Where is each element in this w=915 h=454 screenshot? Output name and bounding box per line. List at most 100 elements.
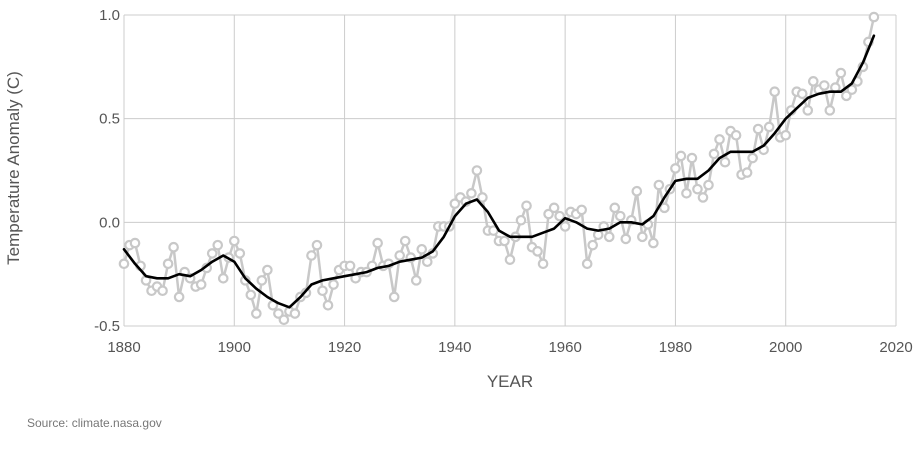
y-tick-label: -0.5: [94, 318, 120, 335]
annual-point: [521, 200, 532, 212]
annual-point: [631, 185, 643, 197]
annual-point: [532, 246, 543, 257]
x-axis-title: YEAR: [487, 372, 533, 391]
x-tick-label: 1900: [218, 339, 251, 356]
annual-point: [410, 275, 422, 286]
annual-point: [841, 90, 852, 102]
annual-point: [322, 299, 334, 311]
annual-point: [554, 210, 565, 222]
annual-point: [466, 188, 477, 199]
annual-point: [449, 198, 461, 209]
annual-point: [543, 208, 554, 220]
annual-point: [802, 105, 814, 116]
annual-point: [251, 308, 262, 319]
y-tick-label: 1.0: [99, 7, 120, 24]
annual-point: [587, 239, 599, 251]
annual-point: [499, 235, 510, 247]
annual-point: [780, 129, 792, 141]
annual-point: [603, 231, 615, 243]
annual-point: [681, 188, 692, 199]
smoothed-line: [122, 34, 876, 309]
annual-point: [670, 163, 681, 174]
annual-point: [846, 84, 858, 95]
annual-point: [769, 86, 780, 98]
x-tick-label: 1880: [107, 339, 140, 356]
y-axis-ticks: -0.5 0.0 0.5 1.0: [94, 7, 120, 335]
annual-point: [692, 183, 703, 195]
annual-point: [289, 308, 301, 319]
annual-point: [317, 285, 328, 297]
annual-point: [576, 204, 587, 216]
annual-point: [763, 121, 775, 133]
y-axis-title: Temperature Anomaly (C): [4, 71, 23, 265]
x-tick-label: 1980: [659, 339, 692, 356]
annual-point: [311, 239, 323, 251]
smoothed-series: [122, 34, 876, 309]
annual-point: [747, 152, 758, 164]
annual-point: [714, 134, 725, 145]
annual-point: [824, 105, 836, 116]
annual-point: [278, 314, 290, 326]
annual-point: [328, 279, 339, 290]
annual-point: [752, 123, 764, 135]
annual-point: [388, 291, 400, 303]
annual-point: [659, 202, 670, 214]
annual-point: [206, 248, 218, 259]
annual-line: [122, 16, 876, 322]
x-tick-label: 1920: [328, 339, 361, 356]
annual-point: [807, 76, 819, 87]
annual-point: [697, 192, 709, 203]
annual-point: [730, 129, 742, 141]
annual-point: [675, 150, 687, 162]
annual-point: [273, 308, 284, 319]
annual-point: [212, 239, 224, 251]
annual-point: [168, 241, 179, 253]
annual-point: [372, 237, 383, 249]
annual-point: [504, 254, 516, 265]
annual-point: [648, 237, 659, 249]
annual-point: [217, 273, 229, 284]
annual-point: [394, 250, 406, 261]
annual-point: [157, 285, 168, 297]
x-tick-label: 2020: [879, 339, 912, 356]
x-tick-label: 2000: [769, 339, 802, 356]
annual-point: [471, 165, 483, 176]
annual-point: [256, 275, 268, 286]
annual-point: [868, 11, 880, 23]
annual-point: [796, 88, 808, 100]
annual-point: [537, 258, 549, 270]
annual-point: [118, 258, 130, 270]
annual-point: [162, 258, 174, 270]
annual-point: [686, 152, 698, 164]
x-axis-ticks: 1880 1900 1920 1940 1960 1980 2000 2020: [107, 339, 912, 356]
y-tick-label: 0.5: [99, 111, 120, 128]
annual-point: [234, 248, 246, 259]
annual-point: [609, 202, 621, 214]
annual-point: [399, 235, 411, 247]
annual-point: [741, 167, 753, 178]
annual-series: [118, 11, 880, 326]
annual-point: [515, 214, 527, 226]
annual-point: [637, 231, 648, 243]
source-caption: Source: climate.nasa.gov: [27, 416, 162, 430]
annual-point: [173, 291, 185, 303]
annual-point: [416, 243, 428, 255]
grid: [123, 14, 897, 327]
annual-point: [129, 237, 141, 249]
annual-point: [306, 250, 317, 261]
annual-point: [228, 235, 240, 247]
annual-point: [581, 258, 593, 270]
annual-point: [344, 260, 356, 272]
x-tick-label: 1960: [548, 339, 581, 356]
annual-point: [614, 210, 626, 222]
annual-point: [262, 264, 273, 276]
annual-point: [819, 80, 830, 91]
annual-point: [245, 289, 257, 301]
annual-point: [653, 179, 665, 191]
annual-point: [195, 279, 207, 290]
annual-point: [708, 148, 720, 160]
annual-point: [620, 233, 632, 245]
annual-point: [421, 256, 433, 268]
annual-point: [548, 202, 560, 214]
